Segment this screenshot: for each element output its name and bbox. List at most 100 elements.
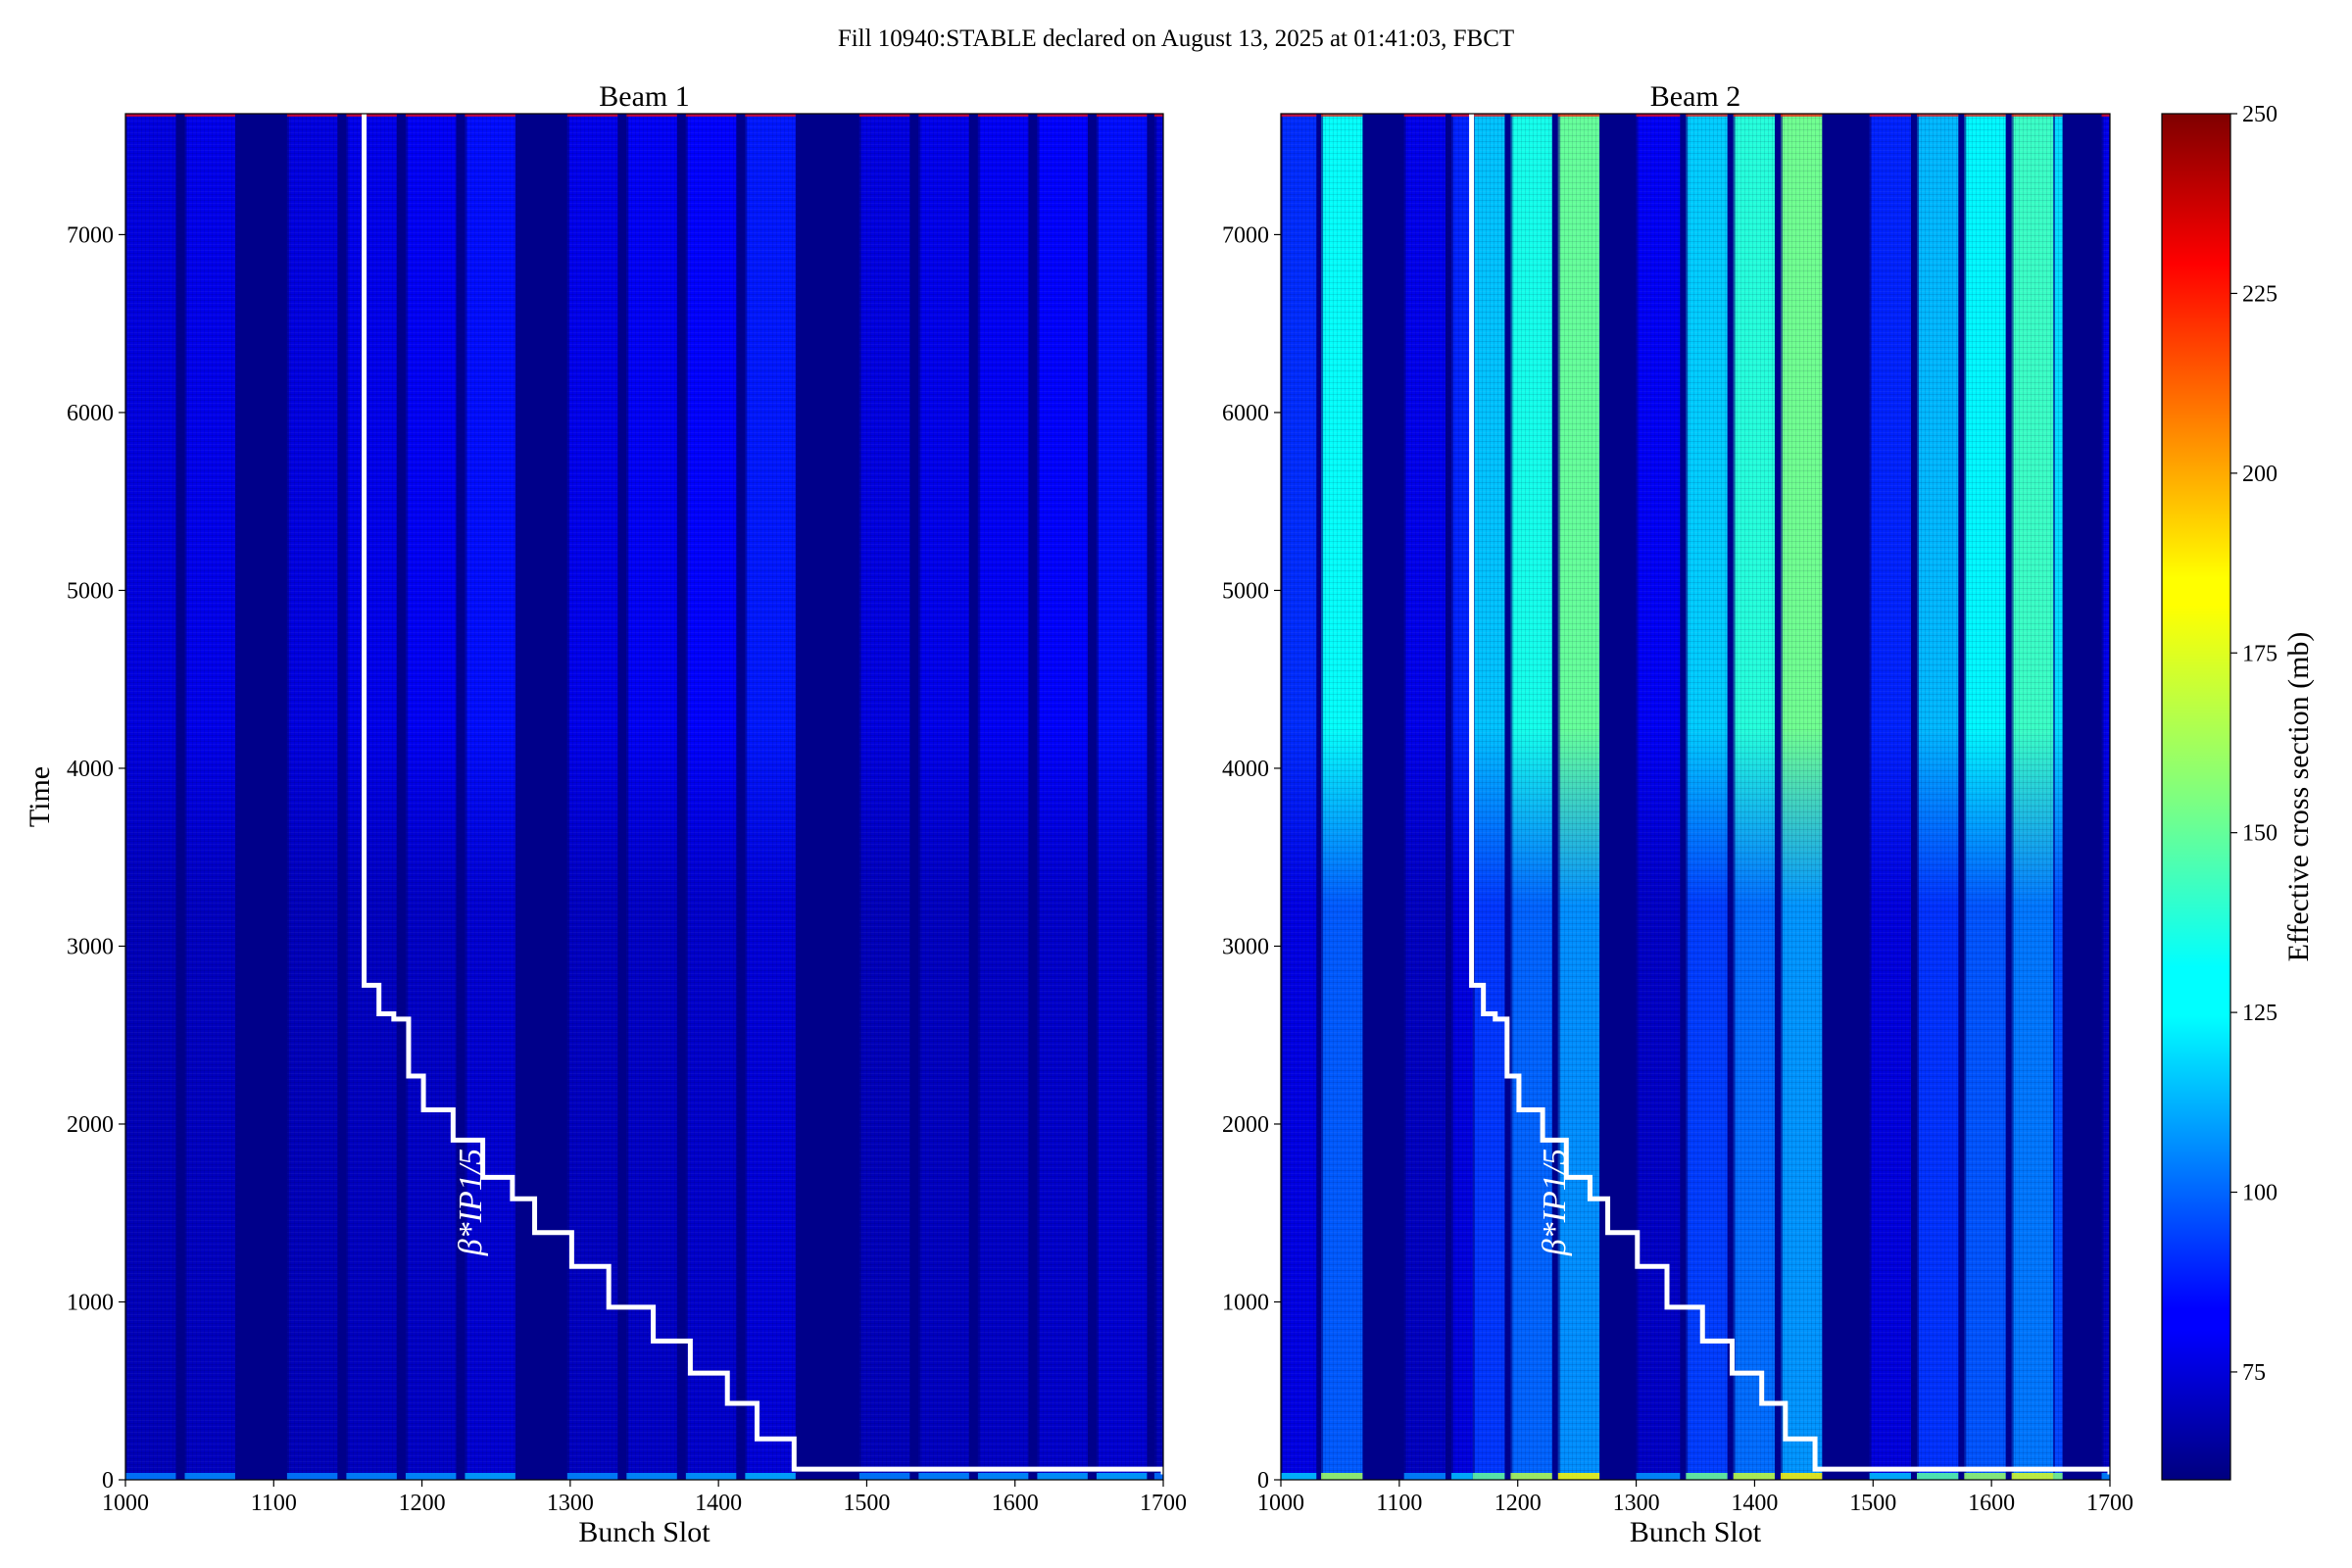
beam2-x-ticks: 1000 1100 1200 1300 1400 1500 1600 1700 <box>1257 1480 2133 1516</box>
beam2-bunch-train-edge <box>1733 114 1736 1480</box>
beam1-y-tick-label: 2000 <box>67 1112 114 1138</box>
colorbar-ticks: 75 100 125 150 175 200 225 250 <box>2230 102 2278 1386</box>
beam1-bunch-train-texture-v <box>858 114 910 1480</box>
beam2-bunch-train-bottom-edge <box>1964 1473 2006 1480</box>
beam2-bunch-train-bottom-edge <box>1733 1473 1775 1480</box>
beam2-beta-star-label: β*IP1/5 <box>1537 1149 1573 1256</box>
beam1-bunch-train-edge <box>465 114 467 1480</box>
beam1-y-tick-label: 7000 <box>67 222 114 248</box>
beam1-bunch-train-texture-v <box>918 114 969 1480</box>
beam1-bunch-train-top-edge <box>745 114 796 117</box>
beam2-bunch-train-edge <box>1964 114 1967 1480</box>
beam1-bunch-train <box>1096 114 1148 1480</box>
beam1-beta-star-line <box>362 114 1166 1475</box>
beam2-bunch-train-edge <box>1281 114 1283 1480</box>
beam2-bunch-train-top-edge <box>2101 114 2110 117</box>
beam1-bunch-train-bottom-edge <box>184 1473 235 1480</box>
beam1-y-tick-label: 0 <box>102 1468 114 1494</box>
beam2-bunch-train <box>1686 114 1728 1480</box>
beam1-bunch-train-top-edge <box>977 114 1029 117</box>
beam2-bunch-train <box>1733 114 1775 1480</box>
beam2-bunch-train-top-edge <box>1636 114 1681 117</box>
beam1-bunch-train-top-edge <box>566 114 618 117</box>
beam2-bunch-train-top-edge <box>1510 114 1552 117</box>
beam2-bunch-train-texture-v <box>1451 114 1473 1480</box>
beam2-beta-star-line <box>1469 114 2113 1475</box>
beam1-bunch-train-top-edge <box>685 114 737 117</box>
beam2-bunch-train-texture-v <box>1917 114 1959 1480</box>
beam1-y-tick-label: 3000 <box>67 934 114 959</box>
beam2-bunch-train-edge <box>1557 114 1560 1480</box>
beam2-y-tick-label: 5000 <box>1222 578 1269 604</box>
beam2-bunch-train-top-edge <box>1869 114 1911 117</box>
beam2-bunch-train-top-edge <box>1557 114 1600 117</box>
beam1-bunch-train-bottom-edge <box>918 1473 969 1480</box>
beam1-bunch-train <box>405 114 457 1480</box>
beam1-bunch-train-edge <box>184 114 187 1480</box>
beam1-bunch-train-edge <box>1153 114 1156 1480</box>
beam1-x-tick-label: 1500 <box>843 1491 890 1516</box>
beam2-x-tick-label: 1700 <box>2086 1491 2133 1516</box>
beam2-plot-area: β*IP1/5 <box>1280 113 2113 1481</box>
beam2-bunch-train-texture-v <box>1686 114 1728 1480</box>
beam2-bunch-train-top-edge <box>1321 114 1363 117</box>
beam2-x-tick-label: 1000 <box>1257 1491 1304 1516</box>
beam1-bunch-train-edge <box>346 114 349 1480</box>
beam2-bunch-train-top-edge <box>1281 114 1317 117</box>
beam1-bunch-train-bottom-edge <box>125 1473 176 1480</box>
beam1-bunch-train <box>626 114 677 1480</box>
beam2-bunch-train-texture-v <box>1403 114 1446 1480</box>
beam1-bunch-train <box>1153 114 1163 1480</box>
beam2-plot-frame <box>1280 113 2111 1481</box>
beam1-x-tick-label: 1100 <box>251 1491 297 1516</box>
colorbar-gradient <box>2161 113 2231 1481</box>
beam2-bunch-train <box>2052 114 2063 1480</box>
beam1-bunch-train <box>346 114 397 1480</box>
beam1-bunch-train-top-edge <box>405 114 457 117</box>
beam1-bunch-train-bottom-edge <box>626 1473 677 1480</box>
beam1-plot-frame <box>124 113 1164 1481</box>
beam1-bunch-train-texture-v <box>125 114 176 1480</box>
beam2-bunch-train <box>1917 114 1959 1480</box>
beam1-bunch-train-top-edge <box>184 114 235 117</box>
beam2-bunch-train-texture-v <box>1557 114 1600 1480</box>
beam1-x-tick-label: 1600 <box>992 1491 1039 1516</box>
beam2-bunch-train-edge <box>1917 114 1920 1480</box>
beam1-bunch-train <box>745 114 796 1480</box>
beam1-bunch-train-texture-v <box>745 114 796 1480</box>
beam1-bunch-train-edge <box>918 114 921 1480</box>
beam2-bunch-train-edge <box>1686 114 1689 1480</box>
beam2-bunch-train-texture-v <box>1964 114 2006 1480</box>
beam2-bunch-train-edge <box>1451 114 1454 1480</box>
beam1-bunch-train-top-edge <box>1037 114 1088 117</box>
colorbar: 75 100 125 150 175 200 225 250 Effective cross … <box>2161 102 2315 1481</box>
beam2-bunch-train-texture-v <box>1636 114 1681 1480</box>
beam2-y-tick-label: 4000 <box>1222 757 1269 782</box>
beam2-bunch-train-bottom-edge <box>1636 1473 1681 1480</box>
colorbar-tick-label: 250 <box>2242 102 2278 127</box>
beam1-bunch-train-texture-v <box>977 114 1029 1480</box>
beam2-bunch-train <box>1281 114 1317 1480</box>
beam2-bunch-train-bottom-edge <box>1869 1473 1911 1480</box>
beam2-bunch-train <box>1472 114 1505 1480</box>
beam1-bunch-train-bottom-edge <box>566 1473 618 1480</box>
beam1-y-tick-label: 6000 <box>67 401 114 426</box>
beam2-bunch-train-texture-v <box>1869 114 1911 1480</box>
beam1-bunch-train <box>125 114 176 1480</box>
beam1-bunch-train-edge <box>1037 114 1040 1480</box>
beam2-bunch-train-texture-v <box>1733 114 1775 1480</box>
beam2-bunch-train-top-edge <box>1964 114 2006 117</box>
beam1-bunch-train <box>566 114 618 1480</box>
beam2-x-tick-label: 1100 <box>1376 1491 1422 1516</box>
beam1-bunch-train-edge <box>125 114 127 1480</box>
beam2-bunch-train <box>1451 114 1473 1480</box>
beam1-x-ticks: 1000 1100 1200 1300 1400 1500 1600 1700 <box>102 1480 1187 1516</box>
beam2-x-tick-label: 1400 <box>1731 1491 1778 1516</box>
beam2-bunch-train-bottom-edge <box>1403 1473 1446 1480</box>
beam1-bunch-train-edge <box>626 114 629 1480</box>
beam2-bunch-train-bottom-edge <box>1510 1473 1552 1480</box>
beam2-bunch-train <box>1964 114 2006 1480</box>
beam1-bunch-train-edge <box>405 114 408 1480</box>
beam2-bunch-train-bottom-edge <box>1321 1473 1363 1480</box>
